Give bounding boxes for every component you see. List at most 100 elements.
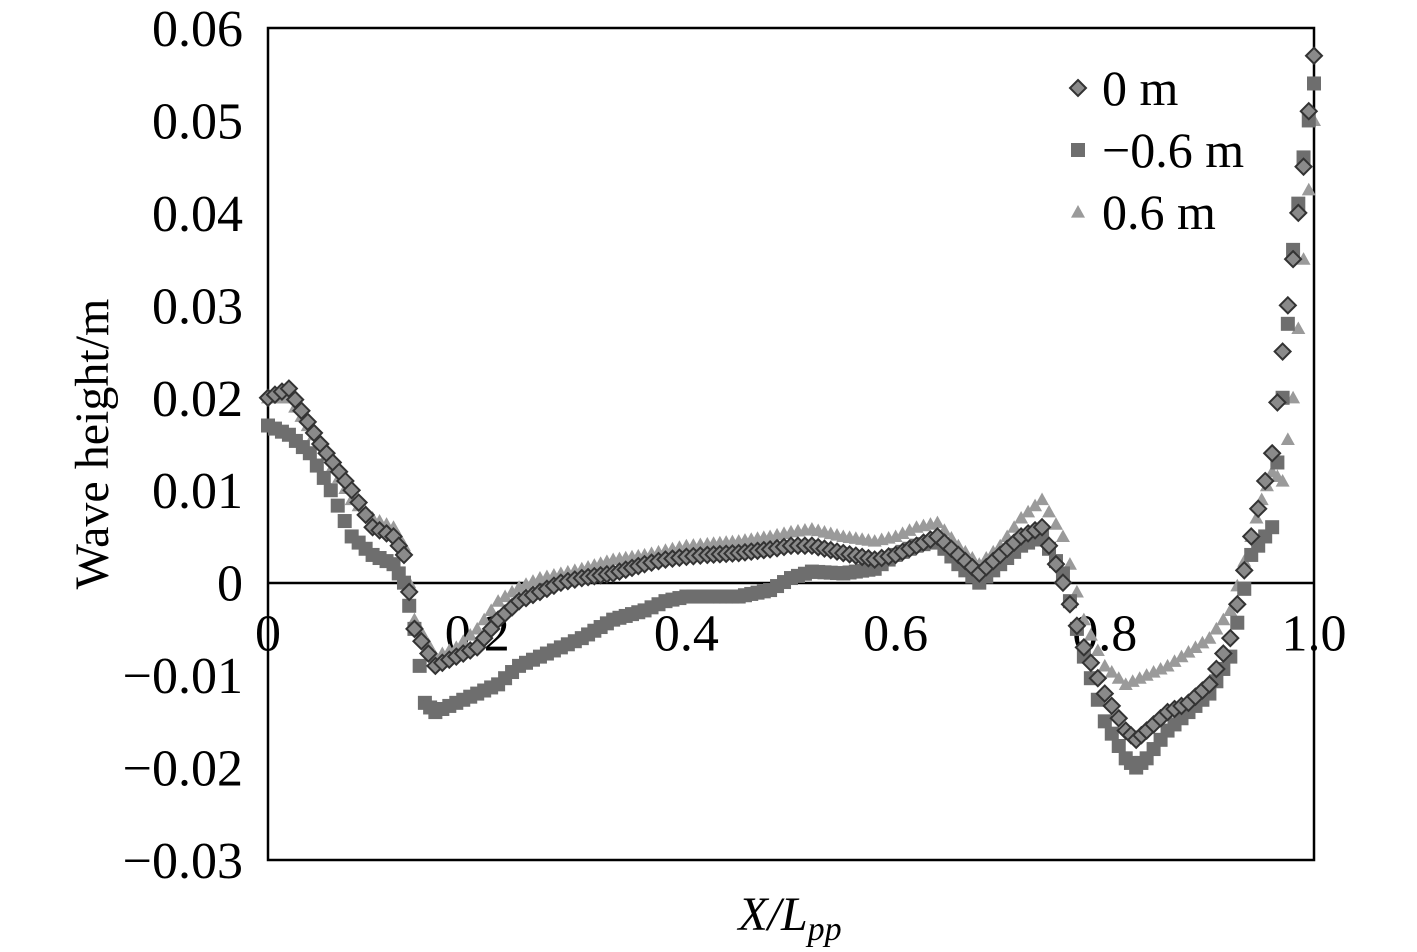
data-point — [1042, 504, 1057, 518]
y-tick-label: 0.06 — [152, 1, 243, 58]
legend-label: 0 m — [1102, 60, 1179, 116]
y-axis-title: Wave height/m — [66, 299, 119, 590]
y-tick-label: −0.01 — [123, 648, 243, 705]
y-tick-label: −0.03 — [123, 833, 243, 890]
data-point — [330, 498, 345, 513]
legend-label: 0.6 m — [1102, 184, 1216, 240]
data-point — [1104, 665, 1119, 678]
legend-marker-triangle — [1071, 205, 1085, 218]
series-layer — [258, 46, 1324, 775]
data-point — [1249, 510, 1264, 524]
data-point — [1291, 321, 1306, 335]
data-point — [1167, 654, 1182, 667]
data-point — [1280, 432, 1295, 445]
data-point — [394, 545, 414, 565]
data-point — [1202, 631, 1217, 644]
y-tick-label: 0.01 — [152, 463, 243, 520]
data-point — [1067, 616, 1087, 636]
data-point — [1209, 621, 1224, 635]
series-diamond — [258, 46, 1324, 750]
x-tick-label: 0.6 — [863, 606, 928, 663]
x-axis-title: X/Lpp — [736, 888, 841, 948]
data-point — [1248, 499, 1268, 519]
y-tick-labels: 0.06 0.05 0.04 0.03 0.02 0.01 0 −0.01 −0.02 −0.03 — [123, 1, 243, 890]
data-point — [1039, 536, 1059, 556]
data-point — [1307, 76, 1321, 91]
data-point — [505, 584, 520, 598]
x-tick-label: 1.0 — [1282, 606, 1347, 663]
x-axis-title-base: X/ — [736, 888, 784, 941]
data-point — [1097, 658, 1112, 672]
data-point — [349, 493, 369, 512]
data-point — [1028, 498, 1043, 512]
data-point — [1230, 615, 1245, 630]
data-point — [1097, 714, 1112, 729]
data-point — [1237, 581, 1252, 596]
data-point — [412, 658, 427, 673]
legend-label: −0.6 m — [1102, 122, 1244, 178]
data-point — [1262, 443, 1282, 463]
data-point — [302, 446, 317, 461]
data-point — [470, 621, 485, 635]
data-point — [1174, 649, 1189, 663]
data-point — [1007, 520, 1022, 533]
data-point — [1111, 671, 1126, 684]
data-point — [1278, 295, 1298, 315]
data-point — [402, 598, 417, 613]
data-point — [1060, 594, 1080, 614]
data-point — [1081, 653, 1101, 673]
data-point — [337, 514, 352, 529]
data-point — [1021, 504, 1036, 518]
data-point — [1267, 392, 1287, 412]
data-point — [1265, 520, 1280, 535]
data-point — [1160, 658, 1175, 672]
data-point — [342, 480, 362, 500]
data-point — [1188, 640, 1203, 653]
data-point — [477, 612, 492, 626]
data-point — [1304, 46, 1324, 66]
data-point — [1283, 249, 1303, 269]
data-point — [418, 644, 438, 663]
y-tick-label: −0.02 — [123, 741, 243, 798]
data-point — [1206, 659, 1226, 679]
data-point — [1220, 628, 1240, 648]
x-tick-label: 0.4 — [654, 606, 719, 663]
y-tick-label: 0 — [217, 556, 243, 613]
data-point — [1273, 342, 1293, 361]
data-point — [1275, 473, 1290, 487]
data-point — [1223, 603, 1238, 616]
legend: 0 m −0.6 m 0.6 m — [1068, 60, 1244, 240]
data-point — [405, 619, 424, 639]
data-point — [309, 458, 324, 473]
data-point — [399, 582, 419, 602]
data-point — [1095, 684, 1115, 704]
data-point — [463, 628, 478, 641]
data-point — [323, 483, 338, 498]
data-point — [1053, 573, 1073, 593]
data-point — [1216, 612, 1231, 626]
data-point — [1090, 643, 1105, 657]
x-tick-label: 0 — [255, 606, 281, 663]
data-point — [1280, 316, 1295, 331]
data-point — [1083, 628, 1098, 641]
data-point — [1111, 738, 1126, 753]
data-point — [491, 594, 506, 607]
data-point — [1294, 157, 1313, 177]
y-tick-label: 0.03 — [152, 278, 243, 335]
data-point — [484, 603, 499, 616]
data-point — [1109, 708, 1129, 728]
data-point — [1014, 510, 1029, 524]
legend-marker-diamond — [1068, 78, 1088, 98]
data-point — [1104, 726, 1119, 741]
data-point — [1241, 527, 1261, 546]
data-point — [1195, 635, 1210, 649]
data-point — [1234, 560, 1254, 580]
plot-area-frame — [266, 26, 1316, 862]
data-point — [1199, 674, 1219, 694]
data-point — [1035, 492, 1050, 506]
data-point — [1255, 471, 1275, 491]
data-point — [1074, 637, 1094, 657]
data-point — [1213, 644, 1233, 663]
